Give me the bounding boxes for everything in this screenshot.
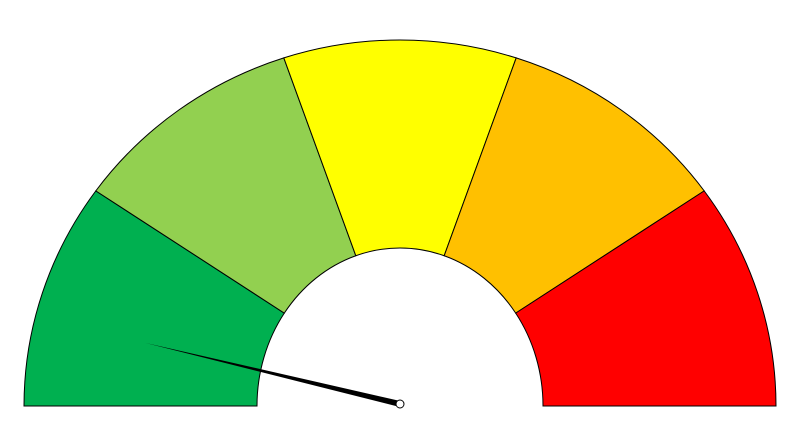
needle-hub: [395, 399, 405, 409]
gauge-segment: [283, 39, 517, 257]
gauge-segment: [23, 190, 286, 407]
gauge-segment: [514, 190, 777, 407]
gauge-segment: [443, 57, 705, 314]
gauge-needle: [145, 342, 401, 407]
gauge-segment: [95, 57, 357, 314]
